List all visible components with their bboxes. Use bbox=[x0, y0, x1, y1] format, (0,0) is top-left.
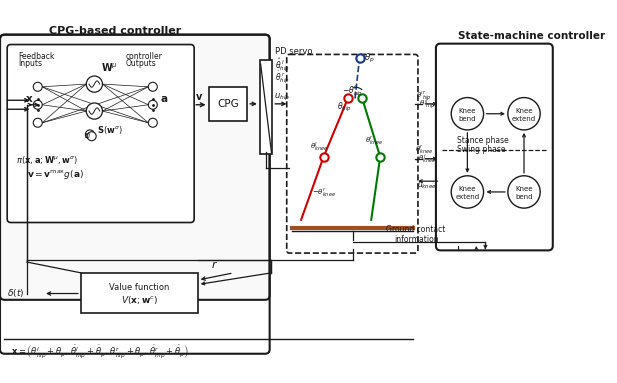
Circle shape bbox=[86, 76, 102, 92]
Text: $\hat{\theta}^{\;l}_{hip}$: $\hat{\theta}^{\;l}_{hip}$ bbox=[275, 57, 290, 74]
Text: Ground contact
information: Ground contact information bbox=[386, 225, 446, 244]
Text: $\theta_p$: $\theta_p$ bbox=[364, 52, 375, 65]
Text: Feedback: Feedback bbox=[18, 52, 54, 61]
Text: Knee: Knee bbox=[458, 108, 476, 114]
Text: extend: extend bbox=[455, 194, 479, 200]
Circle shape bbox=[33, 118, 42, 127]
Text: $u_{hip}$: $u_{hip}$ bbox=[274, 92, 290, 103]
Circle shape bbox=[33, 100, 42, 109]
Circle shape bbox=[508, 176, 540, 208]
Bar bbox=[209, 87, 247, 121]
Text: $r$: $r$ bbox=[211, 259, 218, 270]
Text: State-machine controller: State-machine controller bbox=[457, 31, 605, 41]
Text: $\mathbf{W}^{\mu}$: $\mathbf{W}^{\mu}$ bbox=[101, 61, 117, 74]
Circle shape bbox=[148, 82, 157, 91]
Text: extend: extend bbox=[512, 116, 536, 122]
Text: bend: bend bbox=[458, 116, 476, 122]
Text: Knee: Knee bbox=[515, 108, 532, 114]
Text: $\mathbf{S}(\mathbf{w}^{\sigma})$: $\mathbf{S}(\mathbf{w}^{\sigma})$ bbox=[97, 124, 123, 136]
FancyBboxPatch shape bbox=[436, 44, 553, 250]
Text: PD servo: PD servo bbox=[275, 46, 313, 56]
Text: $\theta'^r_{hip}$: $\theta'^r_{hip}$ bbox=[416, 90, 432, 103]
Text: $n$: $n$ bbox=[85, 131, 91, 140]
Text: $\theta^r_{knee}$: $\theta^r_{knee}$ bbox=[415, 144, 433, 156]
Text: Knee: Knee bbox=[515, 186, 532, 192]
Text: $\pi(\mathbf{x},\mathbf{a};\mathbf{W}^{\mu},\mathbf{w}^{\sigma})$: $\pi(\mathbf{x},\mathbf{a};\mathbf{W}^{\… bbox=[16, 154, 78, 166]
Text: $\mathbf{x} = \left(\theta^l_{hip}+\theta_p,\,\dot{\theta}^l_{hip}+\dot{\theta}_: $\mathbf{x} = \left(\theta^l_{hip}+\thet… bbox=[10, 343, 189, 361]
Text: $\mathbf{v} = \mathbf{v}^{\mathrm{max}}g(\mathbf{a})$: $\mathbf{v} = \mathbf{v}^{\mathrm{max}}g… bbox=[27, 168, 84, 181]
Bar bbox=[81, 273, 197, 313]
Text: $u_{knee}$: $u_{knee}$ bbox=[417, 180, 437, 191]
Text: controller: controller bbox=[126, 52, 163, 61]
Text: CPG-based controller: CPG-based controller bbox=[49, 26, 181, 36]
Text: $-\theta^l_{hip}$: $-\theta^l_{hip}$ bbox=[342, 83, 363, 98]
Circle shape bbox=[85, 130, 94, 139]
Text: $\delta(t)$: $\delta(t)$ bbox=[7, 287, 25, 299]
Circle shape bbox=[87, 132, 96, 141]
Bar bbox=[260, 60, 272, 154]
Text: $\mathbf{a}$: $\mathbf{a}$ bbox=[160, 94, 168, 104]
Circle shape bbox=[508, 98, 540, 130]
FancyBboxPatch shape bbox=[287, 54, 418, 253]
Text: Swing phase: Swing phase bbox=[457, 146, 505, 154]
Text: $,\theta'^l_{hip}$: $,\theta'^l_{hip}$ bbox=[416, 97, 436, 112]
Circle shape bbox=[148, 118, 157, 127]
Text: $\theta^l_{knee}$: $\theta^l_{knee}$ bbox=[310, 141, 328, 154]
Text: Stance phase: Stance phase bbox=[457, 136, 508, 146]
Text: $\mathbf{x}$: $\mathbf{x}$ bbox=[25, 94, 34, 104]
Text: CPG: CPG bbox=[217, 99, 239, 109]
Text: Value function: Value function bbox=[109, 283, 170, 292]
Text: bend: bend bbox=[515, 194, 532, 200]
Text: $-\theta^r_{knee}$: $-\theta^r_{knee}$ bbox=[312, 187, 336, 199]
Text: Knee: Knee bbox=[458, 186, 476, 192]
FancyBboxPatch shape bbox=[7, 44, 194, 223]
Text: $,\theta^l_{knee}$: $,\theta^l_{knee}$ bbox=[415, 152, 437, 166]
Text: $V(\mathbf{x};\mathbf{w}^c)$: $V(\mathbf{x};\mathbf{w}^c)$ bbox=[121, 294, 158, 306]
Circle shape bbox=[451, 176, 484, 208]
Circle shape bbox=[86, 103, 102, 119]
Text: $\hat{\dot{\theta}}^{\;r}_{hip}$: $\hat{\dot{\theta}}^{\;r}_{hip}$ bbox=[275, 65, 290, 86]
Circle shape bbox=[33, 82, 42, 91]
Circle shape bbox=[451, 98, 484, 130]
Circle shape bbox=[148, 100, 157, 109]
Text: $\mathbf{v}$: $\mathbf{v}$ bbox=[195, 92, 203, 102]
Text: $\theta^r_{knee}$: $\theta^r_{knee}$ bbox=[365, 135, 383, 147]
Text: Inputs: Inputs bbox=[18, 59, 42, 68]
Text: $\theta_{hip}$: $\theta_{hip}$ bbox=[337, 101, 352, 114]
FancyBboxPatch shape bbox=[0, 34, 270, 300]
Text: Outputs: Outputs bbox=[126, 59, 157, 68]
